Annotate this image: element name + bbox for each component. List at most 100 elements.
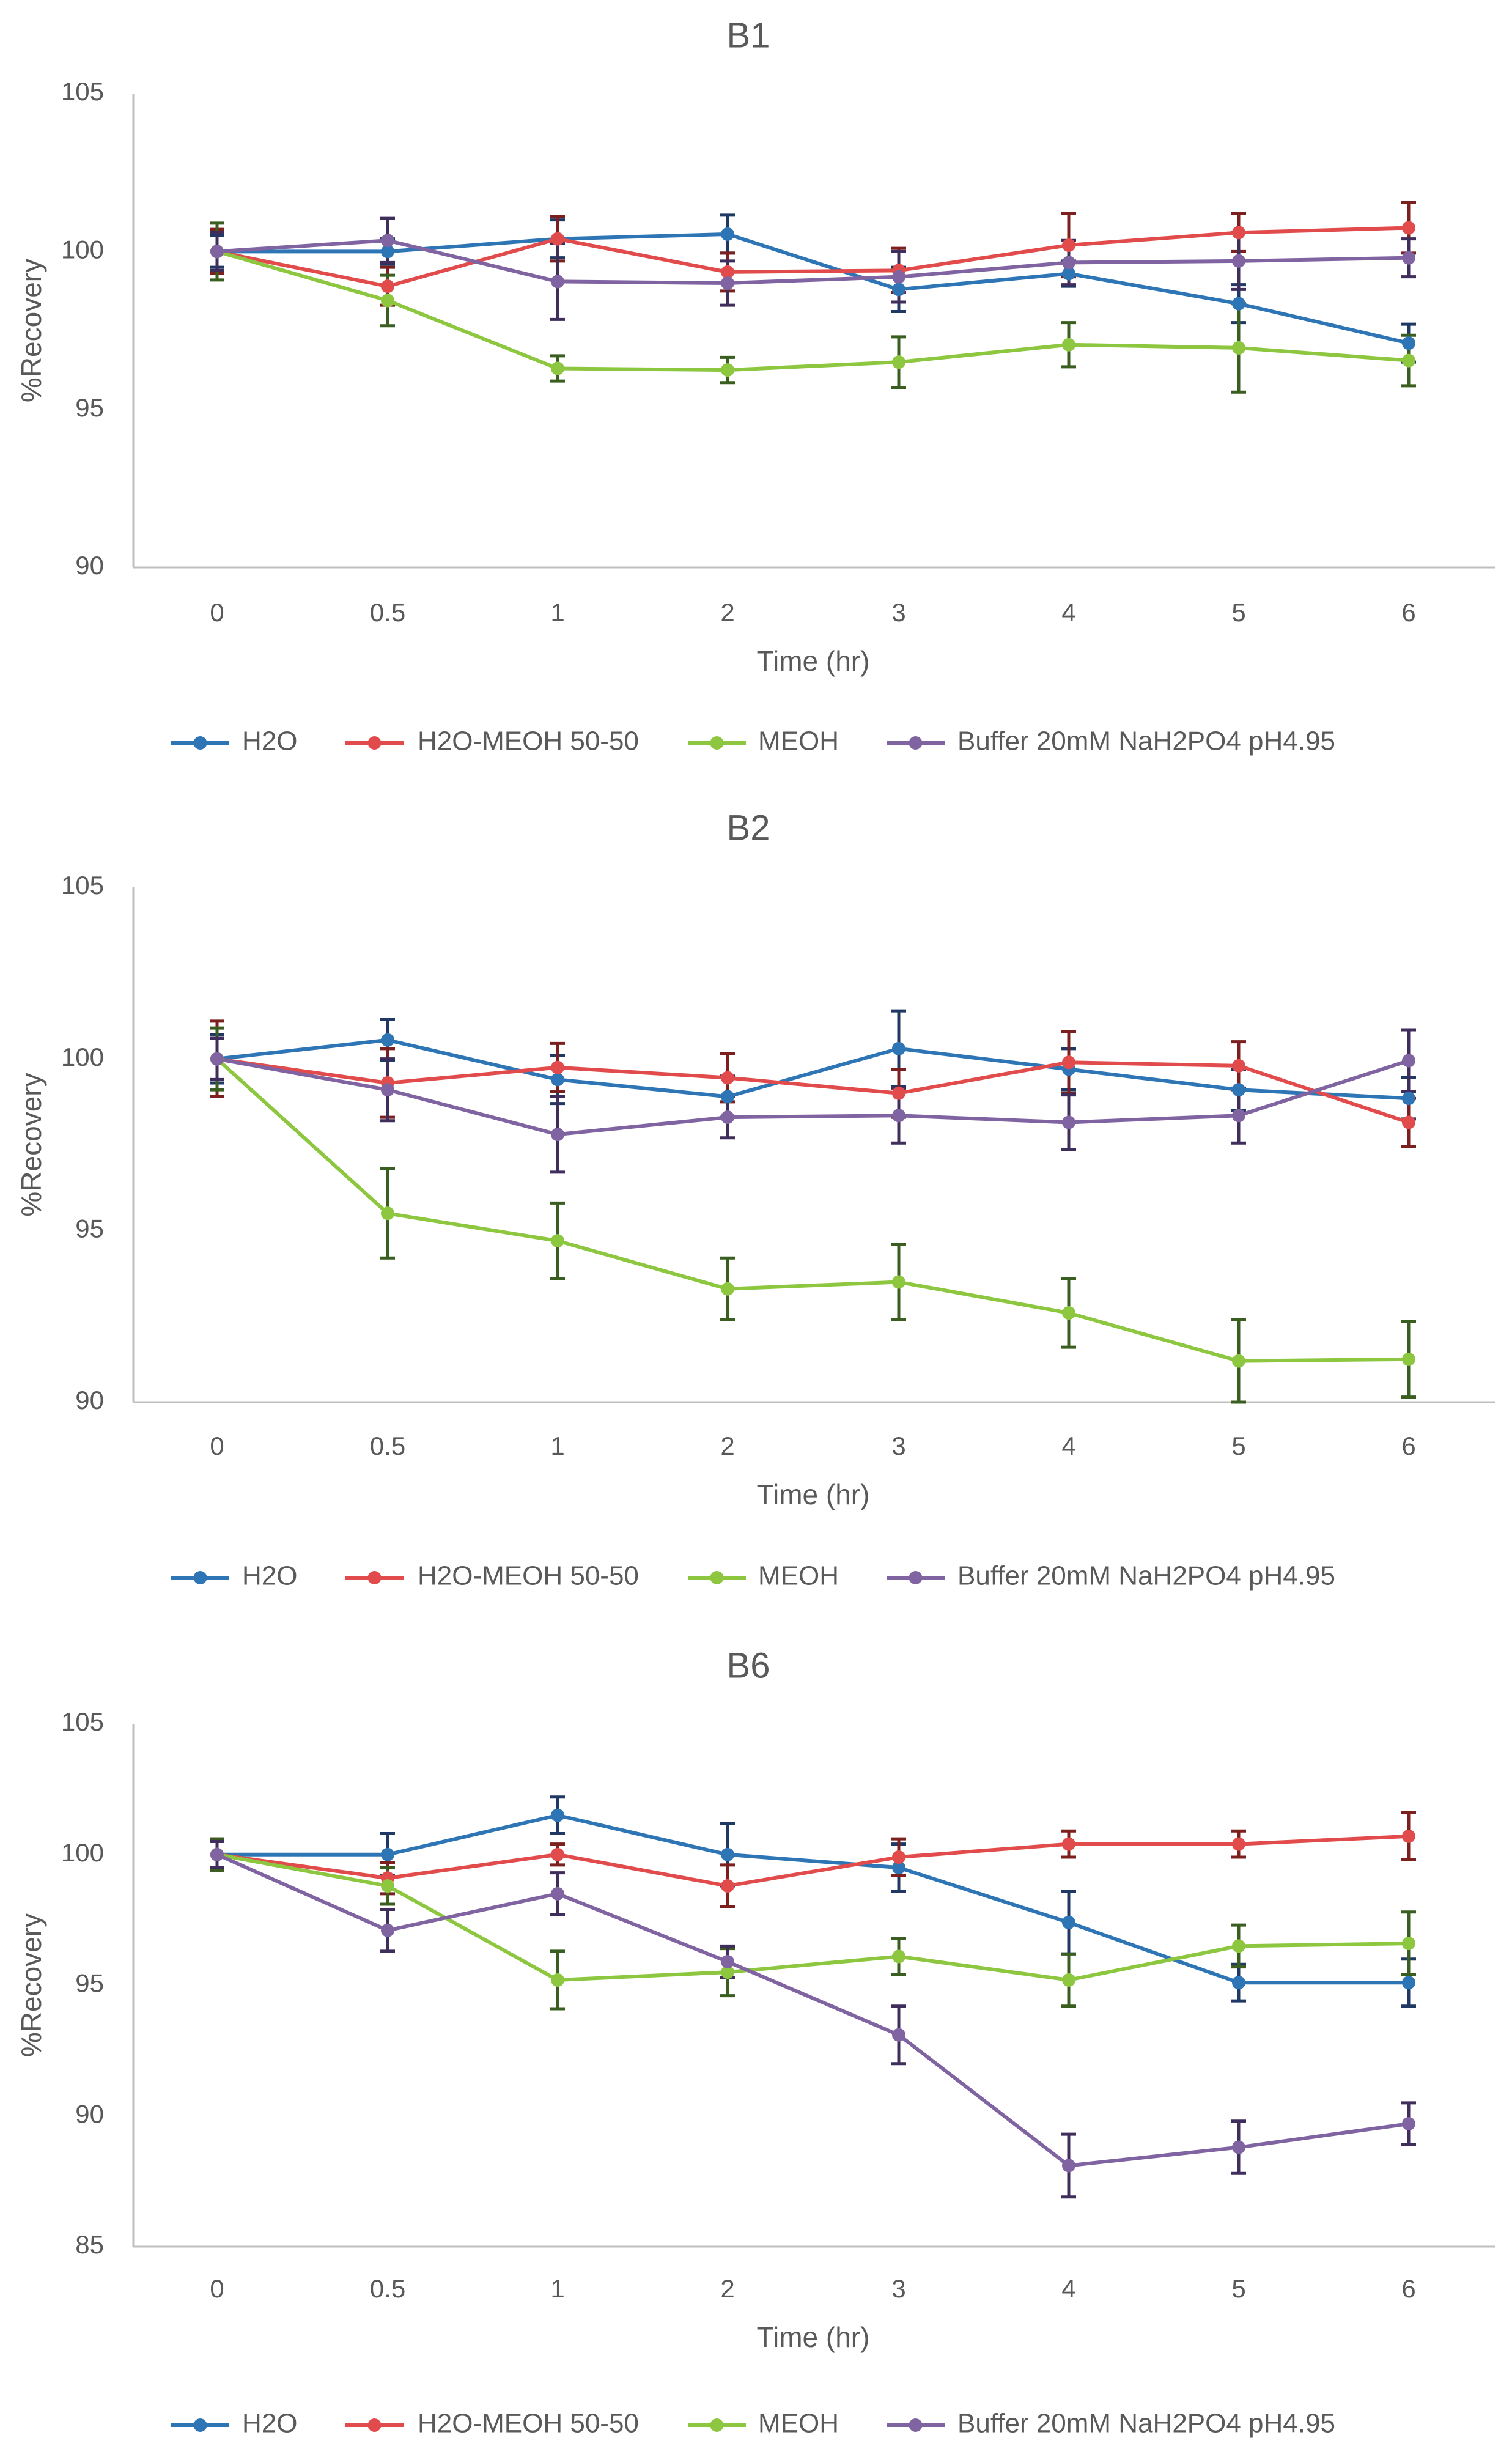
data-point-h2o-meoh-50-50 <box>1232 1837 1245 1851</box>
data-point-buffer-20mm-nah2po4-ph4-95 <box>551 1886 564 1901</box>
legend-item-meoh: MEOH <box>688 2409 839 2439</box>
legend-item-meoh: MEOH <box>688 1561 839 1591</box>
y-tick-label: 95 <box>75 1214 104 1243</box>
legend-swatch-marker <box>710 736 724 750</box>
data-point-meoh <box>1232 1354 1245 1368</box>
series-line-h2o <box>216 1038 1409 1101</box>
data-point-h2o <box>551 1808 564 1822</box>
series-line-h2o-meoh-50-50 <box>216 1057 1409 1125</box>
data-point-h2o <box>551 1073 564 1087</box>
y-tick-label: 100 <box>61 235 104 264</box>
chart-panel-b6: B6 85 90 95 100 105 0 0.5 1 2 3 4 5 6 Time (hr) %Recove… <box>0 1630 1512 2446</box>
legend-item-buffer-20mm-nah2po4-ph4-95: Buffer 20mM NaH2PO4 pH4.95 <box>887 1561 1335 1591</box>
x-tick-label: 0.5 <box>370 2274 405 2303</box>
x-tick-label: 0 <box>210 1432 224 1460</box>
series-line-h2o <box>217 232 1409 345</box>
data-point-h2o <box>892 283 905 297</box>
y-axis-title: %Recovery <box>15 1073 47 1216</box>
x-tick-label: 2 <box>720 2274 734 2303</box>
legend-label: H2O-MEOH 50-50 <box>418 726 639 756</box>
data-point-buffer-20mm-nah2po4-ph4-95 <box>1062 1115 1075 1129</box>
legend-label: Buffer 20mM NaH2PO4 pH4.95 <box>957 2409 1335 2439</box>
data-point-meoh <box>381 1879 394 1893</box>
data-point-buffer-20mm-nah2po4-ph4-95 <box>1402 2117 1415 2131</box>
data-point-meoh <box>1232 1939 1245 1953</box>
y-tick-label: 90 <box>75 1386 104 1414</box>
data-point-h2o-meoh-50-50 <box>1402 1829 1415 1843</box>
x-tick-label: 3 <box>891 1432 905 1460</box>
legend-item-buffer-20mm-nah2po4-ph4-95: Buffer 20mM NaH2PO4 pH4.95 <box>887 726 1335 756</box>
data-point-buffer-20mm-nah2po4-ph4-95 <box>1402 251 1415 265</box>
data-point-h2o <box>892 1861 905 1875</box>
data-point-meoh <box>1402 1352 1415 1366</box>
data-point-buffer-20mm-nah2po4-ph4-95 <box>210 1052 224 1066</box>
x-tick-label: 1 <box>550 2274 564 2303</box>
chart-title: B2 <box>727 808 770 848</box>
data-point-h2o <box>1232 297 1245 311</box>
x-tick-label: 0 <box>210 2274 224 2303</box>
data-point-buffer-20mm-nah2po4-ph4-95 <box>892 2028 905 2042</box>
y-tick-label: 85 <box>75 2230 104 2259</box>
legend-swatch-marker <box>193 2418 207 2432</box>
data-point-h2o <box>381 1033 394 1047</box>
series-line-h2o <box>217 1813 1409 1985</box>
legend-item-h2o-meoh-50-50: H2O-MEOH 50-50 <box>345 726 639 756</box>
legend-label: MEOH <box>758 1561 839 1591</box>
data-point-h2o <box>721 1090 734 1104</box>
legend-item-buffer-20mm-nah2po4-ph4-95: Buffer 20mM NaH2PO4 pH4.95 <box>887 2409 1335 2439</box>
x-tick-label: 6 <box>1401 2274 1415 2303</box>
data-point-meoh <box>551 1234 564 1248</box>
data-point-buffer-20mm-nah2po4-ph4-95 <box>381 1923 394 1937</box>
legend-swatch-marker <box>367 736 382 750</box>
data-point-meoh <box>721 363 734 377</box>
data-point-h2o-meoh-50-50 <box>721 265 734 279</box>
x-tick-label: 2 <box>720 1432 734 1460</box>
data-point-h2o-meoh-50-50 <box>1232 1059 1245 1073</box>
legend-item-h2o: H2O <box>171 2409 297 2439</box>
y-tick-label: 90 <box>75 2099 104 2128</box>
data-point-buffer-20mm-nah2po4-ph4-95 <box>1062 256 1075 270</box>
chart-svg-b6: B6 85 90 95 100 105 0 0.5 1 2 3 4 5 6 Time (hr) %Recove… <box>15 1646 1495 2439</box>
y-tick-label: 105 <box>61 1707 104 1736</box>
data-point-h2o-meoh-50-50 <box>1402 221 1415 235</box>
legend-item-h2o-meoh-50-50: H2O-MEOH 50-50 <box>345 1561 639 1591</box>
y-tick-label: 105 <box>61 871 104 900</box>
chart-svg-b1: B1 90 95 100 105 0 0.5 1 2 3 4 5 6 Time (hr) %Recovery… <box>15 15 1495 756</box>
y-tick-label: 100 <box>61 1838 104 1867</box>
data-point-h2o <box>1062 267 1075 281</box>
y-tick-label: 95 <box>75 1969 104 1998</box>
series-line-h2o-meoh-50-50 <box>216 1834 1409 1888</box>
series-line-buffer-20mm-nah2po4-ph4-95 <box>216 238 1409 285</box>
data-point-meoh <box>1062 1973 1075 1987</box>
y-tick-label: 100 <box>61 1043 104 1071</box>
data-point-h2o-meoh-50-50 <box>1062 1055 1075 1070</box>
y-axis-title: %Recovery <box>15 259 47 402</box>
x-axis-title: Time (hr) <box>757 2321 870 2353</box>
y-tick-label: 105 <box>61 77 104 106</box>
x-tick-label: 1 <box>550 598 564 627</box>
legend-swatch-marker <box>367 2418 382 2432</box>
x-tick-label: 4 <box>1061 2274 1075 2303</box>
legend-swatch-marker <box>909 2418 923 2432</box>
legend-label: Buffer 20mM NaH2PO4 pH4.95 <box>957 726 1335 756</box>
legend-label: MEOH <box>758 726 839 756</box>
data-point-meoh <box>1402 1937 1415 1951</box>
data-point-buffer-20mm-nah2po4-ph4-95 <box>1232 1109 1245 1123</box>
data-point-buffer-20mm-nah2po4-ph4-95 <box>1232 2140 1245 2154</box>
x-tick-label: 4 <box>1061 598 1075 627</box>
x-tick-label: 3 <box>891 2274 905 2303</box>
data-point-h2o <box>1232 1083 1245 1097</box>
data-point-buffer-20mm-nah2po4-ph4-95 <box>210 1847 224 1861</box>
data-point-meoh <box>1062 1306 1075 1320</box>
data-point-buffer-20mm-nah2po4-ph4-95 <box>721 276 734 290</box>
data-point-h2o <box>1232 1976 1245 1990</box>
x-tick-label: 0.5 <box>370 598 405 627</box>
data-point-meoh <box>892 355 905 369</box>
data-point-meoh <box>721 1965 734 1979</box>
data-point-meoh <box>381 1206 394 1221</box>
x-axis-title: Time (hr) <box>757 1479 870 1510</box>
data-point-buffer-20mm-nah2po4-ph4-95 <box>210 245 224 259</box>
series-line-h2o-meoh-50-50 <box>216 226 1409 289</box>
data-point-h2o-meoh-50-50 <box>1402 1115 1415 1129</box>
